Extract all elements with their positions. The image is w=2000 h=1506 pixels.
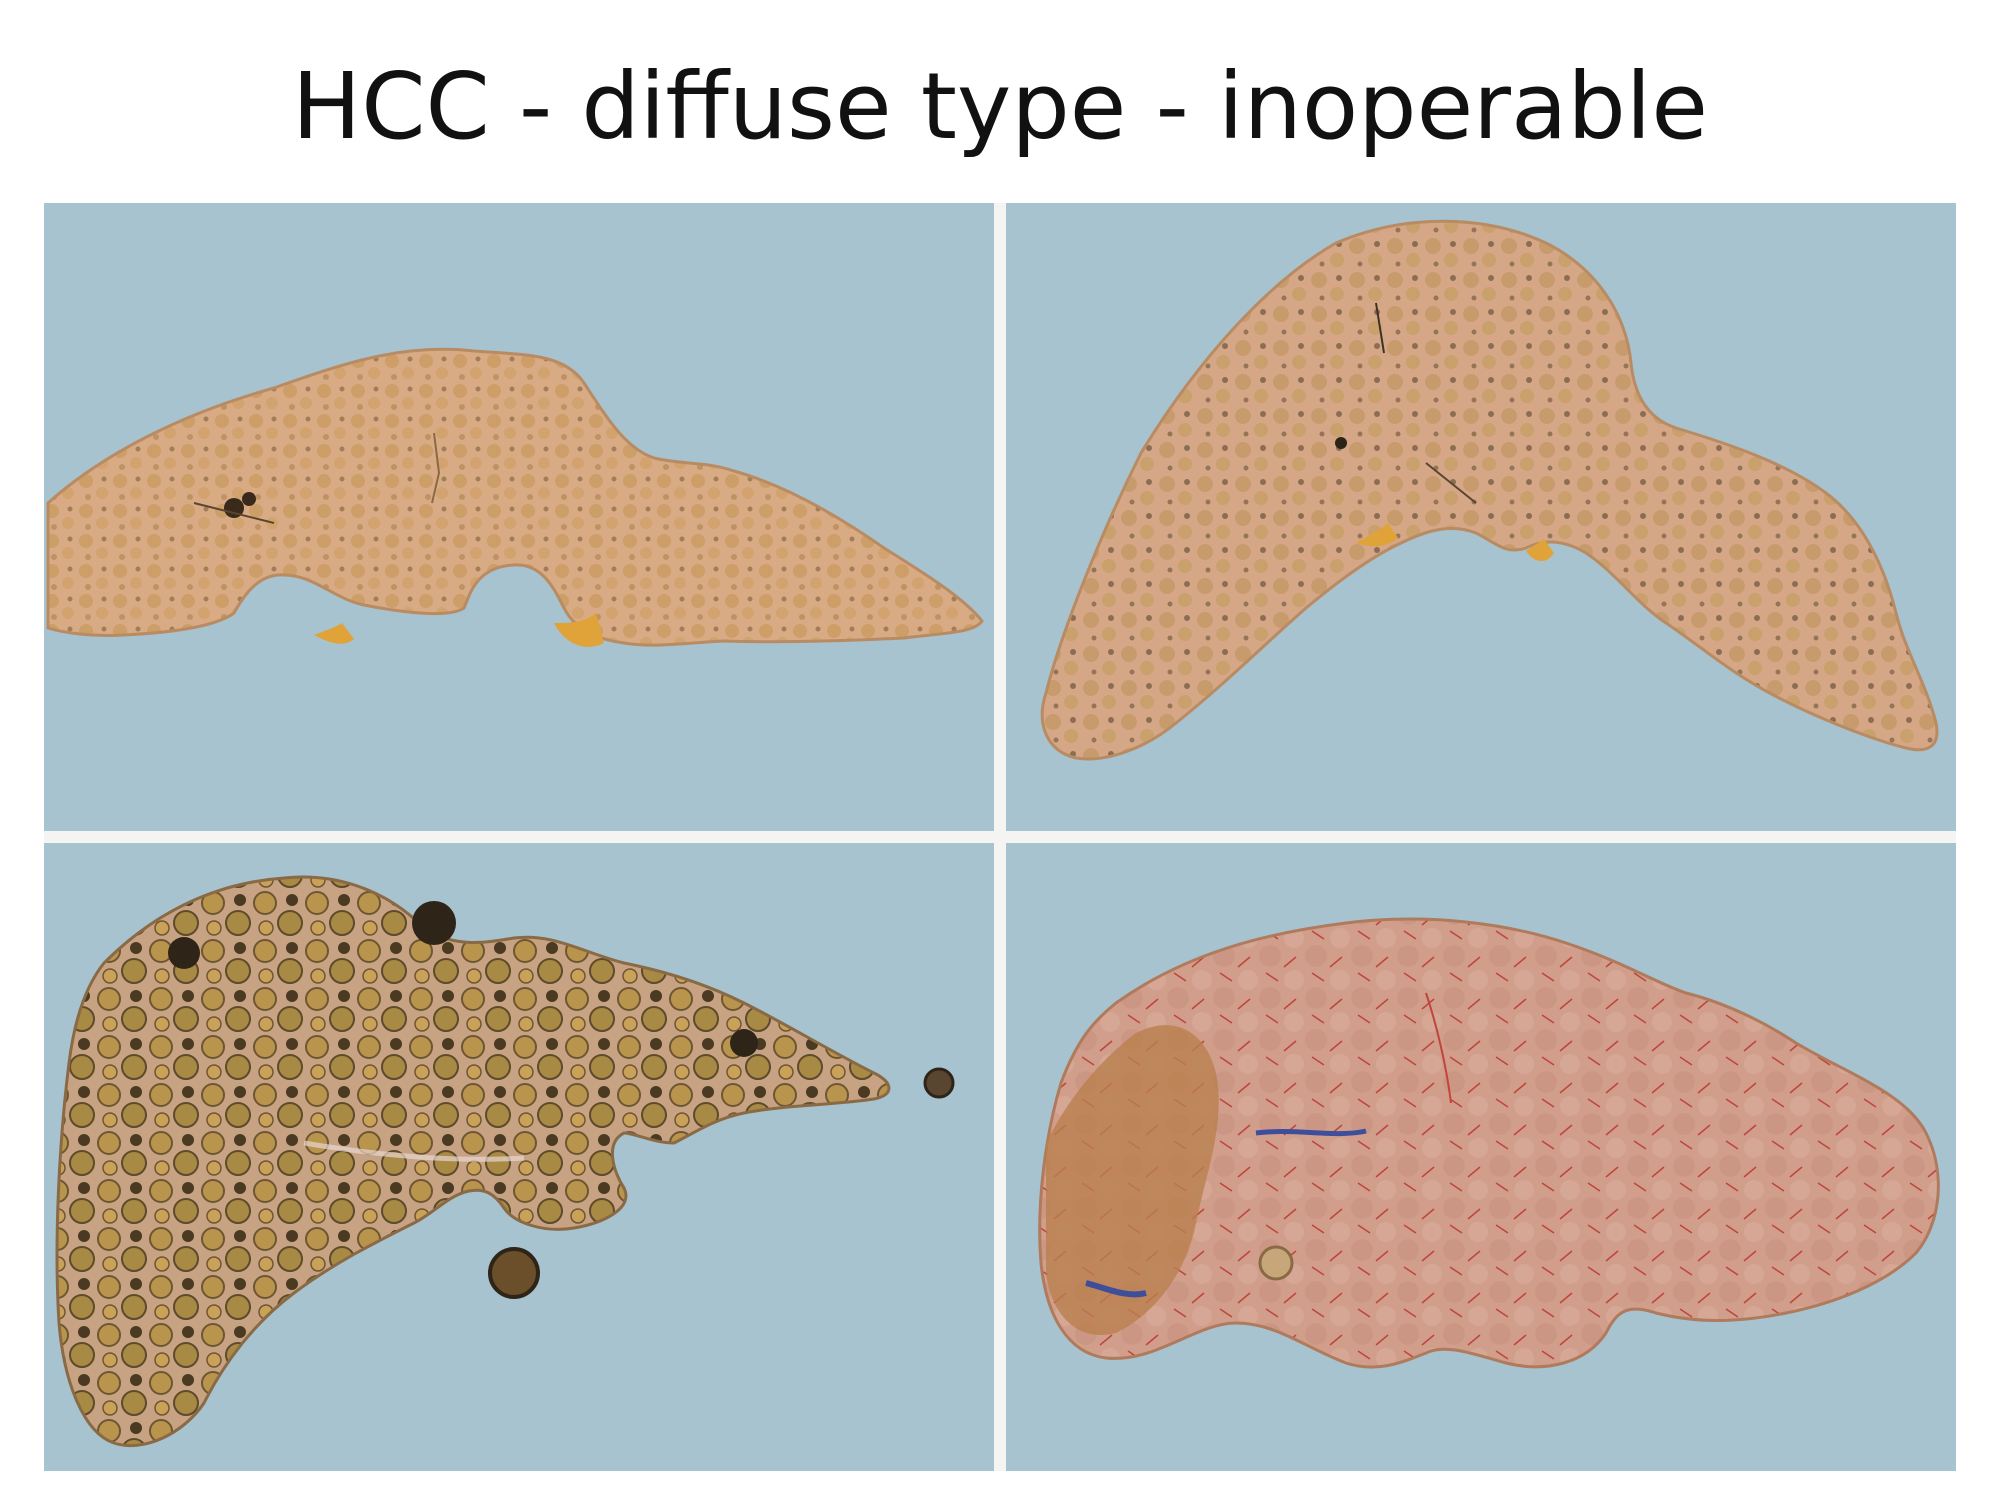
photo-grid: [44, 203, 1956, 1471]
liver-section-bottom-left-image: [44, 843, 994, 1471]
liver-section-top-left-image: [44, 203, 994, 831]
liver-section-bottom-right-image: [1006, 843, 1956, 1471]
liver-section-top-right: [1006, 203, 1956, 831]
liver-section-bottom-left: [44, 843, 994, 1471]
liver-section-bottom-right: [1006, 843, 1956, 1471]
liver-section-top-right-image: [1006, 203, 1956, 831]
slide-title: HCC - diffuse type - inoperable: [292, 53, 1708, 160]
liver-section-top-left: [44, 203, 994, 831]
